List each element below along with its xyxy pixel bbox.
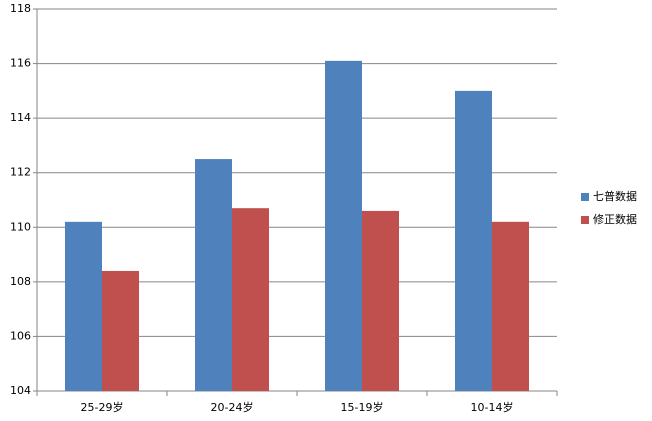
y-tick-label: 118 — [10, 2, 31, 15]
bar — [195, 159, 232, 391]
legend-swatch — [581, 216, 589, 224]
bar — [65, 221, 102, 391]
bar — [362, 210, 399, 391]
y-tick-label: 104 — [10, 384, 31, 397]
y-tick-label: 112 — [10, 166, 31, 179]
bar — [455, 90, 492, 391]
bar — [102, 270, 139, 391]
x-tick-label: 25-29岁 — [81, 400, 124, 414]
legend-swatch — [581, 193, 589, 201]
y-tick-label: 110 — [10, 220, 31, 233]
bar — [325, 60, 362, 391]
bar — [492, 221, 529, 391]
y-tick-label: 106 — [10, 329, 31, 342]
bar — [232, 208, 269, 391]
x-tick-label: 15-19岁 — [341, 400, 384, 414]
y-tick-label: 116 — [10, 57, 31, 70]
legend-label: 七普数据 — [593, 189, 637, 203]
x-tick-label: 10-14岁 — [471, 400, 514, 414]
y-tick-label: 108 — [10, 275, 31, 288]
legend-label: 修正数据 — [593, 212, 637, 226]
y-tick-label: 114 — [10, 111, 31, 124]
x-tick-label: 20-24岁 — [211, 400, 254, 414]
